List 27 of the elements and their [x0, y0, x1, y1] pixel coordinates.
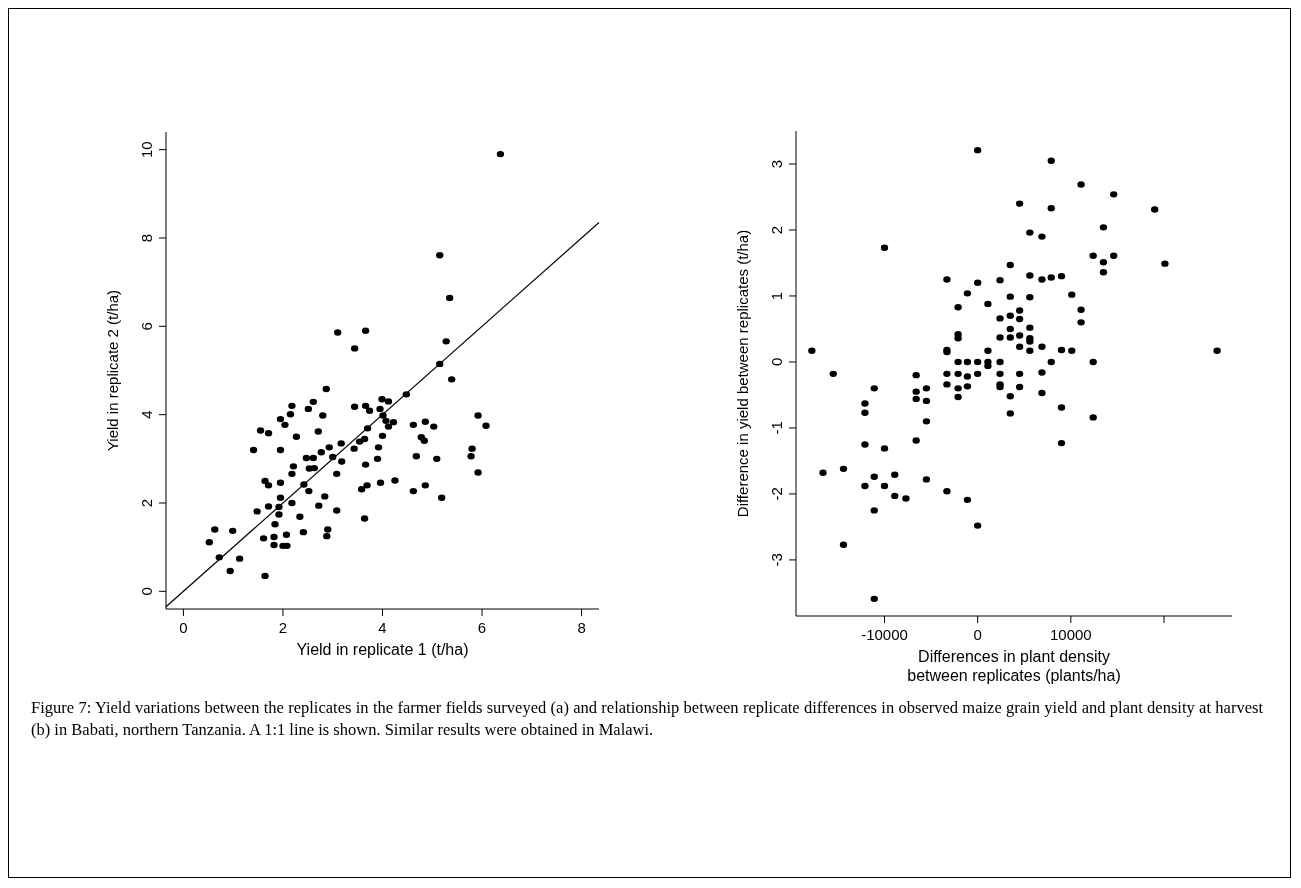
y-tick-label: 6: [138, 322, 155, 331]
x-tick-label: 4: [378, 619, 387, 636]
y-tick-label: 10: [138, 141, 155, 159]
x-tick-label: 6: [477, 619, 487, 636]
y-tick-label: 0: [768, 357, 785, 367]
y-tick-label: 3: [768, 159, 785, 169]
y-tick-label: -1: [768, 421, 785, 435]
x-tick-label: 0: [179, 619, 188, 636]
y-tick-label: -2: [768, 487, 785, 501]
y-tick-label: 1: [768, 291, 785, 301]
y-tick-label: -3: [768, 553, 785, 567]
x-tick-label: 2: [278, 619, 288, 636]
y-axis-title: Yield in replicate 2 (t/ha): [104, 289, 121, 452]
y-tick-label: 2: [138, 498, 155, 508]
y-tick-label: 2: [768, 225, 785, 235]
y-axis-title: Difference in yield between replicates (t/ha): [734, 229, 751, 518]
y-tick-label: 8: [138, 233, 155, 243]
y-tick-label: 0: [138, 587, 155, 596]
x-axis-title: Yield in replicate 1 (t/ha): [296, 641, 469, 658]
caption: Figure 7: Yield variations between the replicates in the farmer fields surveyed (a) and relationship between replicate differences in observed maize grain yield and plant density at harvest (b) in Babati, northern Tanzania. A 1:1 line is shown. Similar results were obtained in Malawi.: [31, 697, 1263, 741]
y-tick-label: 4: [138, 410, 155, 419]
x-axis-title: Differences in plant density between replicates (plants/ha): [907, 648, 1121, 684]
x-tick-label: -10000: [861, 626, 908, 643]
x-tick-label: 10000: [1049, 626, 1092, 643]
x-tick-label: 0: [973, 626, 982, 643]
x-tick-label: 8: [577, 619, 586, 636]
page-frame: 0 2 4 6 8 0 2 4 6 8 10 Yield in replicate 1 (t/ha) Yield in replicate 2 (t/ha) -10000 0 10000 -3 -2 -1 0 1 2 3 Differences in plant density between replicates (plants/ha) Difference in yield between replicates (t/ha) Figure 7: Yield variations between the replicates in the farmer fields surveyed (a) and relationship between replicate differences in observed maize grain yield and plant density at harvest (b) in Babati, northern Tanzania. A 1:1 line is shown. Similar results were obtained in Malawi.: [8, 8, 1291, 878]
